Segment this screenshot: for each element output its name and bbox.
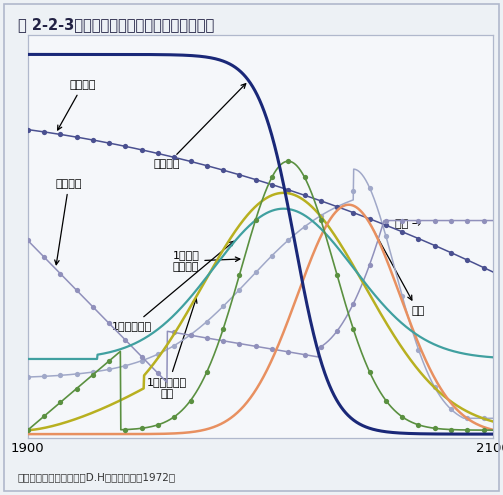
Text: 汚染: 汚染 (373, 230, 425, 316)
Text: 1人当り
サービス: 1人当り サービス (173, 250, 240, 272)
Text: 1人当り食糧: 1人当り食糧 (112, 241, 234, 331)
Text: 資料：「成長の限界」（D.Hメドウズら、1972）: 資料：「成長の限界」（D.Hメドウズら、1972） (18, 473, 176, 483)
Text: 図 2-2-3　成長の限界で予測されたシナリオ: 図 2-2-3 成長の限界で予測されたシナリオ (18, 17, 214, 32)
Text: 天然資源: 天然資源 (154, 84, 246, 169)
Text: 1人当り工業
生産: 1人当り工業 生産 (147, 298, 197, 398)
Text: 人口 →: 人口 → (395, 219, 422, 230)
Text: 粗死亡率: 粗死亡率 (55, 179, 82, 265)
Text: 粗出生率: 粗出生率 (58, 80, 96, 130)
